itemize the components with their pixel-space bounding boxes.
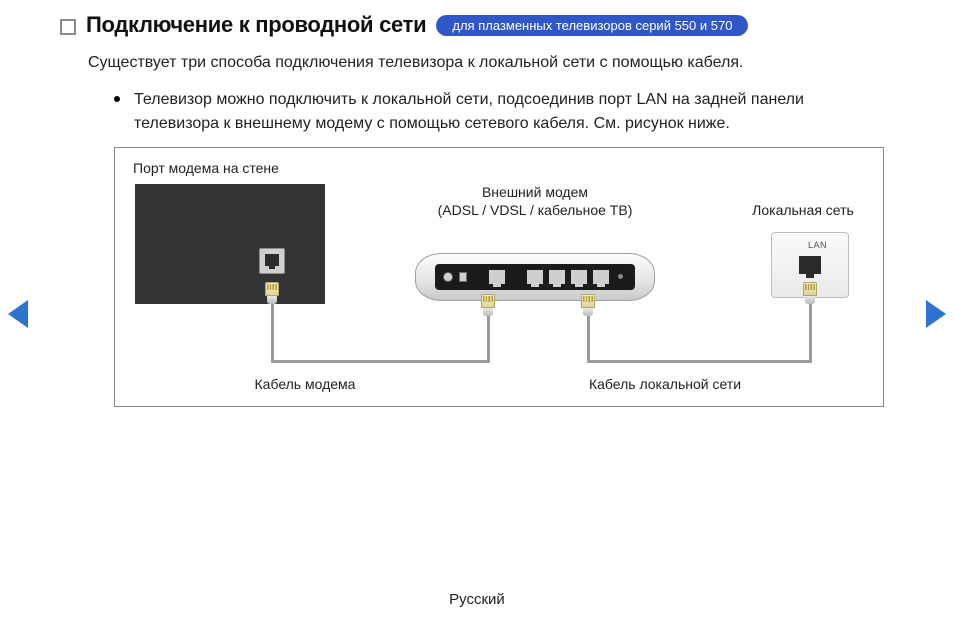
cable-segment <box>587 316 590 363</box>
cable-segment <box>809 304 812 363</box>
switch-icon <box>459 272 467 282</box>
section-marker-icon <box>60 19 76 35</box>
lan-cable-label: Кабель локальной сети <box>555 376 775 393</box>
cable-segment <box>587 360 809 363</box>
wall-port-label: Порт модема на стене <box>133 160 279 177</box>
rj45-plug-icon <box>581 294 595 316</box>
prev-page-arrow[interactable] <box>8 300 28 328</box>
power-jack-icon <box>443 272 453 282</box>
modem-cable-label: Кабель модема <box>215 376 395 393</box>
rj45-plug-icon <box>265 282 279 304</box>
cable-segment <box>271 360 487 363</box>
bullet-icon <box>114 96 120 102</box>
rj45-plug-icon <box>481 294 495 316</box>
modem-port-icon <box>489 270 505 284</box>
lan-jack-icon <box>799 256 821 274</box>
rj45-plug-icon <box>803 282 817 304</box>
cable-segment <box>487 316 490 363</box>
modem-back-panel <box>435 264 635 290</box>
next-page-arrow[interactable] <box>926 300 946 328</box>
modem-port-icon <box>593 270 609 284</box>
bullet-text: Телевизор можно подключить к локальной с… <box>134 88 854 134</box>
lan-port-text: LAN <box>808 240 827 250</box>
modem-port-icon <box>549 270 565 284</box>
connection-diagram: Порт модема на стене Внешний модем (ADSL… <box>114 147 884 407</box>
modem-label-line2: (ADSL / VDSL / кабельное ТВ) <box>415 202 655 219</box>
lan-label: Локальная сеть <box>743 202 863 219</box>
language-footer: Русский <box>0 591 954 608</box>
led-icon <box>618 274 623 279</box>
wall-panel <box>135 184 325 304</box>
intro-text: Существует три способа подключения телев… <box>88 52 894 74</box>
wall-port-jack-icon <box>265 254 279 266</box>
section-title: Подключение к проводной сети <box>86 12 426 38</box>
cable-segment <box>271 304 274 360</box>
modem-port-icon <box>571 270 587 284</box>
modem-port-icon <box>527 270 543 284</box>
modem-label-line1: Внешний модем <box>415 184 655 201</box>
model-badge: для плазменных телевизоров серий 550 и 5… <box>436 15 748 36</box>
